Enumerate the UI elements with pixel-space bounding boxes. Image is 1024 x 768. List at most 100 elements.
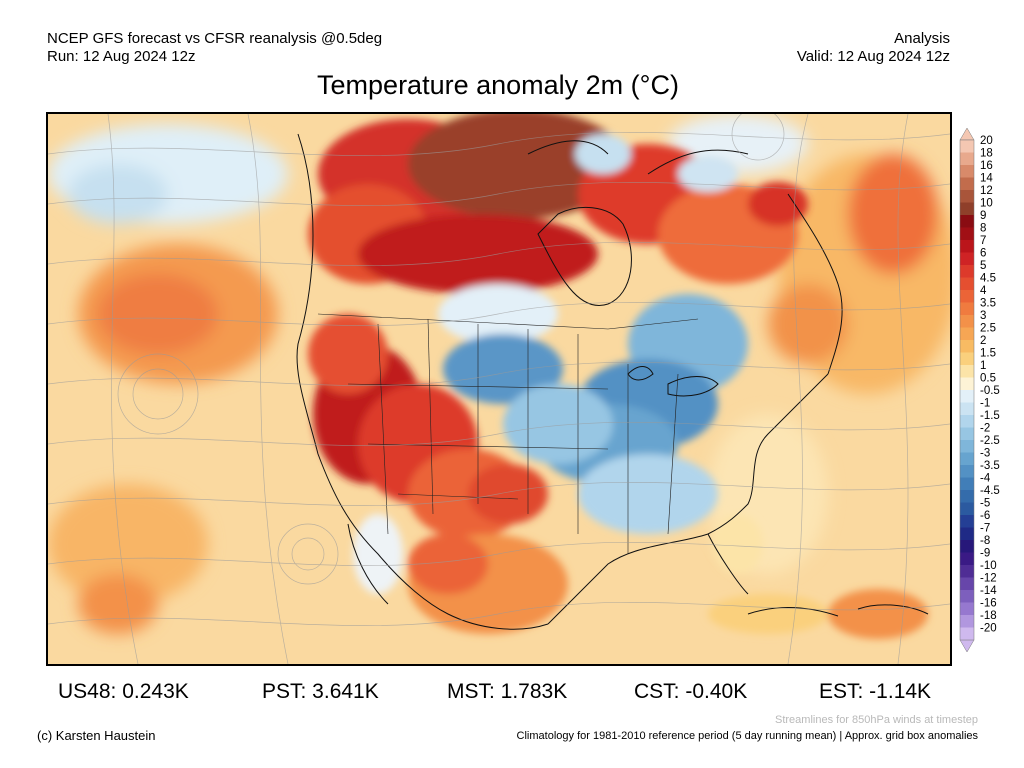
colorbar-label: 5 bbox=[980, 260, 986, 272]
colorbar-label: 6 bbox=[980, 248, 986, 260]
colorbar-swatch bbox=[960, 227, 974, 241]
colorbar-swatch bbox=[960, 402, 974, 416]
colorbar-label: 1.5 bbox=[980, 348, 996, 360]
colorbar-label: 3.5 bbox=[980, 298, 996, 310]
colorbar-label: 2.5 bbox=[980, 323, 996, 335]
streamline-note: Streamlines for 850hPa winds at timestep bbox=[775, 714, 978, 726]
model-description: NCEP GFS forecast vs CFSR reanalysis @0.… bbox=[47, 30, 383, 47]
colorbar-swatch bbox=[960, 540, 974, 553]
colorbar-label: -3.5 bbox=[980, 460, 1000, 472]
colorbar-label: -4.5 bbox=[980, 485, 1000, 497]
colorbar-label: -5 bbox=[980, 498, 990, 510]
colorbar-swatch bbox=[960, 390, 974, 403]
coastlines bbox=[296, 133, 929, 630]
map-title: Temperature anomaly 2m (°C) bbox=[317, 70, 679, 100]
colorbar-label: 3 bbox=[980, 310, 986, 322]
colorbar-swatch bbox=[960, 215, 974, 228]
colorbar-frame bbox=[959, 139, 975, 641]
colorbar-swatch bbox=[960, 602, 974, 616]
colorbar-label: -0.5 bbox=[980, 385, 1000, 397]
colorbar-swatch bbox=[960, 590, 974, 603]
colorbar-swatch bbox=[960, 377, 974, 391]
colorbar-swatch bbox=[960, 527, 974, 541]
colorbar-swatch bbox=[960, 177, 974, 191]
colorbar-swatch bbox=[960, 627, 974, 641]
colorbar-swatch bbox=[960, 365, 974, 378]
colorbar-swatch bbox=[960, 465, 974, 478]
colorbar-label: 1 bbox=[980, 360, 986, 372]
colorbar-swatch bbox=[960, 502, 974, 516]
colorbar-swatch bbox=[960, 240, 974, 253]
colorbar-label: 14 bbox=[980, 173, 993, 185]
colorbar-label: 20 bbox=[980, 135, 993, 147]
stat-mst: MST: 1.783K bbox=[447, 680, 568, 703]
colorbar-swatch bbox=[960, 302, 974, 316]
colorbar-label: -9 bbox=[980, 548, 990, 560]
colorbar-label: 16 bbox=[980, 160, 993, 172]
colorbar-label: -18 bbox=[980, 610, 997, 622]
header-left: NCEP GFS forecast vs CFSR reanalysis @0.… bbox=[47, 30, 382, 66]
colorbar-label: -20 bbox=[980, 623, 997, 635]
colorbar-label: -3 bbox=[980, 448, 990, 460]
stat-pst: PST: 3.641K bbox=[262, 680, 379, 703]
colorbar-swatch bbox=[960, 290, 974, 303]
analysis-label: Analysis bbox=[894, 30, 950, 47]
stat-us48: US48: 0.243K bbox=[58, 680, 189, 703]
colorbar-label: -6 bbox=[980, 510, 990, 522]
colorbar-label: 9 bbox=[980, 210, 986, 222]
colorbar-swatch bbox=[960, 190, 974, 203]
colorbar-swatch bbox=[960, 252, 974, 266]
anomaly-map bbox=[46, 112, 952, 666]
colorbar-swatch bbox=[960, 340, 974, 353]
colorbar-swatch bbox=[960, 427, 974, 441]
colorbar-swatch bbox=[960, 327, 974, 341]
colorbar-label: -8 bbox=[980, 535, 990, 547]
stat-cst: CST: -0.40K bbox=[634, 680, 748, 703]
colorbar-label: -12 bbox=[980, 573, 997, 585]
colorbar-label: 4 bbox=[980, 285, 987, 297]
colorbar-label: 2 bbox=[980, 335, 986, 347]
colorbar-swatch bbox=[960, 552, 974, 566]
valid-time: Valid: 12 Aug 2024 12z bbox=[796, 48, 950, 65]
anomaly-field-smooth bbox=[48, 114, 950, 634]
colorbar-label: -2.5 bbox=[980, 435, 1000, 447]
colorbar-swatch bbox=[960, 352, 974, 366]
colorbar-swatch bbox=[960, 165, 974, 178]
run-time: Run: 12 Aug 2024 12z bbox=[47, 48, 196, 65]
colorbar-label: -14 bbox=[980, 585, 997, 597]
colorbar-label: -16 bbox=[980, 598, 997, 610]
colorbar: 201816141210987654.543.532.521.510.5-0.5… bbox=[959, 128, 1000, 652]
colorbar-swatch bbox=[960, 440, 974, 453]
colorbar-label: 12 bbox=[980, 185, 993, 197]
colorbar-swatch bbox=[960, 577, 974, 591]
wind-streamlines bbox=[48, 114, 950, 664]
colorbar-label: 8 bbox=[980, 223, 986, 235]
colorbar-swatch bbox=[960, 477, 974, 491]
colorbar-bottom-arrow bbox=[959, 639, 975, 652]
colorbar-label: -1.5 bbox=[980, 410, 1000, 422]
colorbar-label: -4 bbox=[980, 473, 991, 485]
colorbar-label: 7 bbox=[980, 235, 986, 247]
colorbar-swatch bbox=[960, 415, 974, 428]
state-borders bbox=[317, 313, 699, 554]
colorbar-swatch bbox=[960, 152, 974, 166]
credit: (c) Karsten Haustein bbox=[37, 728, 156, 743]
header-right: Analysis Valid: 12 Aug 2024 12z bbox=[797, 30, 950, 66]
colorbar-label: 4.5 bbox=[980, 273, 996, 285]
colorbar-top-arrow bbox=[959, 128, 975, 141]
colorbar-swatch bbox=[960, 277, 974, 291]
colorbar-swatch bbox=[960, 452, 974, 466]
climatology-note: Climatology for 1981-2010 reference peri… bbox=[516, 730, 978, 742]
colorbar-swatch bbox=[960, 265, 974, 278]
colorbar-swatch bbox=[960, 615, 974, 628]
colorbar-swatch bbox=[960, 490, 974, 503]
colorbar-label: -10 bbox=[980, 560, 997, 572]
colorbar-swatch bbox=[960, 315, 974, 328]
colorbar-label: -2 bbox=[980, 423, 990, 435]
colorbar-label: 18 bbox=[980, 148, 993, 160]
colorbar-swatch bbox=[960, 565, 974, 578]
colorbar-label: 0.5 bbox=[980, 373, 996, 385]
colorbar-label: -7 bbox=[980, 523, 990, 535]
colorbar-swatch bbox=[960, 140, 974, 153]
colorbar-swatch bbox=[960, 515, 974, 528]
